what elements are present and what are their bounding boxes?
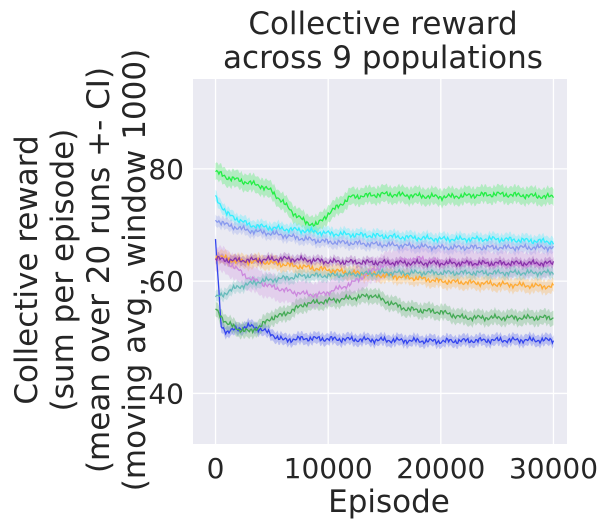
ci-band [215, 233, 554, 350]
ci-band [215, 286, 554, 340]
y-axis-label-line-2: (sum per episode) [45, 129, 81, 412]
ci-band [215, 248, 554, 296]
x-tick-label: 20000 [396, 452, 485, 485]
y-axis-ticks: 40 60 80 [148, 153, 184, 411]
series-line [214, 254, 555, 269]
y-tick-label: 80 [148, 153, 184, 186]
x-axis-ticks: 0 10000 20000 30000 [207, 452, 598, 485]
x-tick-label: 0 [207, 452, 225, 485]
series-line [215, 169, 555, 227]
x-tick-label: 30000 [509, 452, 598, 485]
series-line [214, 239, 555, 346]
chart-title-line-2: across 9 populations [223, 40, 543, 76]
series-line [214, 195, 555, 246]
y-axis-label-line-4: (moving avg., window 1000) [117, 49, 153, 491]
y-tick-label: 60 [148, 265, 184, 298]
ci-band [215, 189, 554, 250]
ci-band [215, 214, 554, 257]
series-lines [214, 169, 555, 346]
series-line [214, 267, 555, 299]
y-axis-label-line-1: Collective reward [9, 135, 45, 404]
series-line [214, 253, 555, 291]
series-line [214, 219, 555, 253]
y-axis-label-line-3: (mean over 20 runs +- CI) [81, 67, 117, 473]
series-line [215, 292, 554, 335]
x-axis-label: Episode [328, 484, 450, 520]
y-tick-label: 40 [148, 377, 184, 410]
x-tick-label: 10000 [284, 452, 373, 485]
chart-title-line-1: Collective reward [248, 6, 517, 42]
